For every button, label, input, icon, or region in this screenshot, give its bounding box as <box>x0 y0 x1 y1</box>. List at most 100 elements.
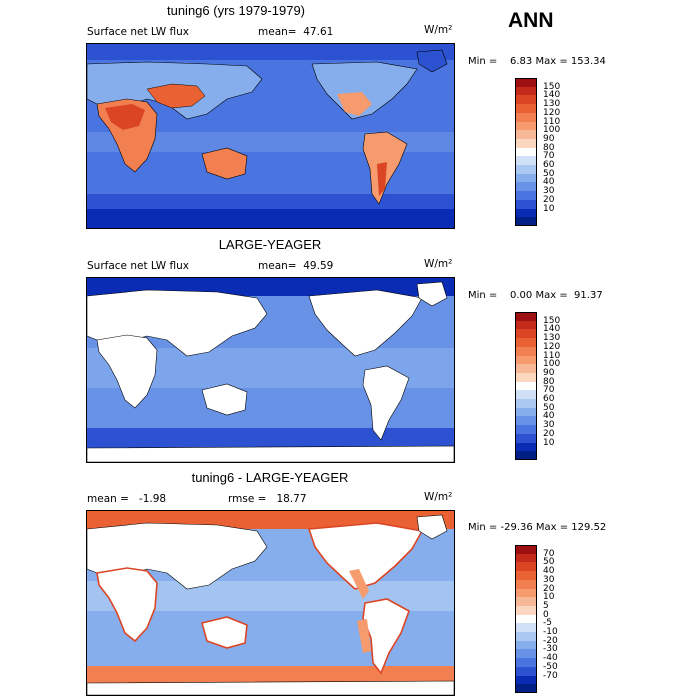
colorbar-label: 20 <box>543 583 555 594</box>
colorbar-label: 50 <box>543 168 555 179</box>
panel-1-units: W/m² <box>424 24 453 36</box>
colorbar-label: 40 <box>543 177 555 188</box>
colorbar-swatch <box>515 632 537 642</box>
panel-3-units: W/m² <box>424 491 453 503</box>
colorbar-label: 30 <box>543 186 555 197</box>
colorbar-swatch <box>515 442 537 452</box>
colorbar-label: 20 <box>543 428 555 439</box>
panel-2-map-svg <box>87 278 454 462</box>
colorbar-label: 140 <box>543 324 561 335</box>
colorbar-label: 150 <box>543 315 561 326</box>
colorbar-swatch <box>515 545 537 555</box>
colorbar-swatch <box>515 562 537 572</box>
colorbar-swatch <box>515 355 537 365</box>
colorbar-label: 0 <box>543 609 549 620</box>
colorbar-label: 60 <box>543 160 555 171</box>
colorbar-swatch <box>515 112 537 123</box>
colorbar-label: 60 <box>543 394 555 405</box>
colorbar-label: 120 <box>543 341 561 352</box>
colorbar-swatch <box>515 364 537 374</box>
panel-2-mean: mean= 49.59 <box>258 260 334 272</box>
panel-3-minmax: Min = -29.36 Max = 129.52 <box>468 522 607 533</box>
antarctic-band <box>87 209 454 228</box>
colorbar-label: 70 <box>543 548 555 559</box>
panel-2-map <box>86 277 455 463</box>
colorbar-swatch <box>515 399 537 409</box>
colorbar-label: 140 <box>543 90 561 101</box>
colorbar-label: 130 <box>543 333 561 344</box>
colorbar-swatch <box>515 649 537 659</box>
colorbar-label: -10 <box>543 627 558 638</box>
colorbar-label: 80 <box>543 142 555 153</box>
colorbar-swatch <box>515 338 537 348</box>
panel-1-mean: mean= 47.61 <box>258 26 334 38</box>
greenland-landmass <box>416 49 448 73</box>
colorbar-swatch <box>515 614 537 624</box>
colorbar-swatch <box>515 407 537 417</box>
panel-1-variable: Surface net LW flux <box>87 26 189 38</box>
panel-2-minmax: Min = 0.00 Max = 91.37 <box>468 290 603 301</box>
colorbar-swatch <box>515 320 537 330</box>
colorbar-label: 5 <box>543 600 549 611</box>
panel-2-title: LARGE-YEAGER <box>218 237 322 252</box>
panel-1-minmax: Min = 6.83 Max = 153.34 <box>468 56 606 67</box>
colorbar-label: 80 <box>543 376 555 387</box>
colorbar-swatch <box>515 640 537 650</box>
panel-2-colorbar: 150 140 130 120 110 100 90 80 70 60 50 40 30 20 10 <box>515 312 595 461</box>
panel-3-mean: mean = -1.98 <box>87 493 167 505</box>
colorbar-label: 70 <box>543 151 555 162</box>
arctic-band <box>87 44 454 60</box>
colorbar-label: -50 <box>543 661 558 672</box>
colorbar-swatch <box>515 165 537 175</box>
colorbar-swatch <box>515 451 537 461</box>
colorbar-label: 90 <box>543 367 555 378</box>
colorbar-label: -20 <box>543 635 558 646</box>
california-current-anomaly <box>349 569 369 599</box>
panel-1-colorbar: 150 140 130 120 110 100 90 80 70 60 50 40 30 20 10 <box>515 78 595 227</box>
greenland-landmass <box>416 281 448 307</box>
colorbar-label: 30 <box>543 574 555 585</box>
colorbar-label: 40 <box>543 411 555 422</box>
colorbar-swatch <box>515 346 537 357</box>
humboldt-anomaly <box>357 619 371 653</box>
colorbar-swatch <box>515 372 537 383</box>
africa-landmass <box>96 567 158 643</box>
colorbar-label: -5 <box>543 618 552 629</box>
colorbar-swatch <box>515 121 537 131</box>
africa-landmass <box>96 334 158 409</box>
colorbar-label: 10 <box>543 203 555 214</box>
colorbar-label: 100 <box>543 359 561 370</box>
tropical-band <box>87 132 454 152</box>
colorbar-label: 150 <box>543 81 561 92</box>
colorbar-swatch <box>515 199 537 210</box>
colorbar-swatch <box>515 86 537 96</box>
colorbar-swatch <box>515 684 537 694</box>
colorbar-swatch <box>515 130 537 140</box>
panel-1-map-svg <box>87 44 454 228</box>
colorbar-swatch <box>515 182 537 192</box>
colorbar-swatch <box>515 217 537 227</box>
colorbar-swatch <box>515 147 537 157</box>
panel-2-units: W/m² <box>424 258 453 270</box>
australia-landmass <box>201 147 248 180</box>
colorbar-swatch <box>515 623 537 633</box>
colorbar-swatch <box>515 588 537 598</box>
colorbar-swatch <box>515 571 537 581</box>
panel-3-title: tuning6 - LARGE-YEAGER <box>191 470 349 485</box>
panel-1-title: tuning6 (yrs 1979-1979) <box>166 3 306 18</box>
sahara-hotspot <box>105 104 145 130</box>
colorbar-swatch <box>515 381 537 391</box>
sa-hotspot <box>377 162 387 196</box>
colorbar-swatch <box>515 390 537 400</box>
colorbar-swatch <box>515 104 537 114</box>
colorbar-label: 40 <box>543 566 555 577</box>
colorbar-swatch <box>515 138 537 149</box>
colorbar-swatch <box>515 416 537 426</box>
colorbar-swatch <box>515 605 537 616</box>
panel-3-rmse: rmse = 18.77 <box>228 493 307 505</box>
panel-2-variable: Surface net LW flux <box>87 260 189 272</box>
colorbar-label: -40 <box>543 653 558 664</box>
australia-landmass <box>201 616 248 649</box>
colorbar-label: -30 <box>543 644 558 655</box>
colorbar-label: 20 <box>543 194 555 205</box>
